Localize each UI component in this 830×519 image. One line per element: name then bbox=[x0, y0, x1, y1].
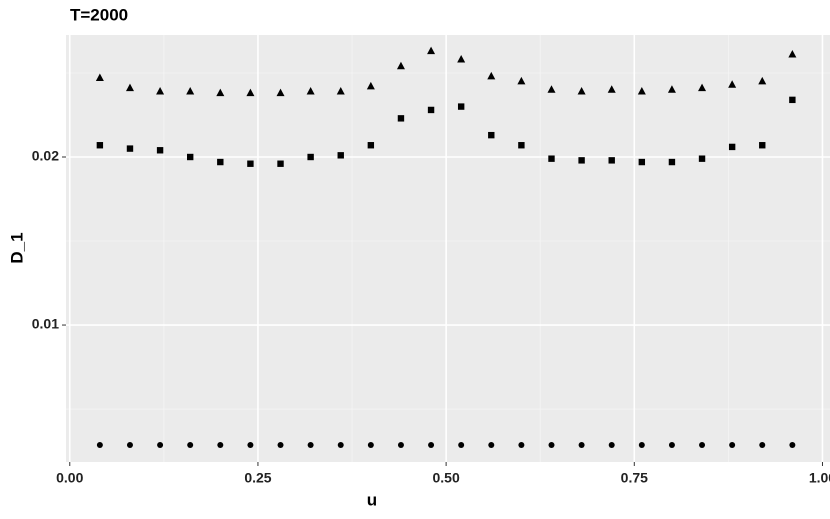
x-tick-label: 0.00 bbox=[56, 470, 83, 486]
square-point bbox=[548, 155, 555, 162]
triangle-point bbox=[607, 85, 616, 93]
circle-point bbox=[126, 442, 133, 449]
circle-point bbox=[217, 442, 224, 449]
square-point bbox=[638, 158, 646, 166]
circle-point bbox=[729, 442, 736, 449]
square-point bbox=[668, 158, 676, 166]
circle-point bbox=[608, 442, 615, 449]
circle-point bbox=[518, 442, 525, 449]
triangle-point bbox=[427, 46, 436, 55]
circle-point bbox=[488, 442, 495, 449]
square-point bbox=[488, 131, 495, 139]
square-point bbox=[608, 157, 615, 164]
triangle-point bbox=[276, 88, 285, 97]
square-point bbox=[307, 153, 314, 161]
circle-point bbox=[277, 442, 284, 449]
triangle-point bbox=[728, 80, 737, 88]
circle-point bbox=[337, 442, 344, 449]
square-point bbox=[728, 143, 736, 151]
triangle-point bbox=[547, 85, 556, 93]
square-point bbox=[578, 157, 585, 164]
triangle-point bbox=[788, 49, 797, 58]
triangle-point bbox=[366, 81, 375, 90]
circle-point bbox=[548, 442, 555, 449]
y-axis-label: D_1 bbox=[7, 232, 26, 263]
circle-point bbox=[428, 442, 435, 449]
circle-point bbox=[699, 442, 706, 449]
circle-point bbox=[759, 442, 766, 449]
x-tick-label: 1.00 bbox=[809, 470, 830, 486]
circle-point bbox=[157, 442, 164, 449]
triangle-point bbox=[95, 73, 104, 82]
square-point bbox=[126, 145, 134, 152]
circle-point bbox=[307, 442, 314, 449]
circle-point bbox=[789, 442, 796, 449]
square-point bbox=[518, 142, 525, 149]
circle-point bbox=[96, 442, 103, 449]
triangle-point bbox=[156, 86, 165, 95]
triangle-point bbox=[336, 86, 345, 95]
y-tick-label: 0.01 bbox=[32, 316, 59, 332]
triangle-point bbox=[216, 88, 225, 97]
triangle-point bbox=[186, 86, 195, 95]
circle-point bbox=[638, 442, 645, 449]
square-point bbox=[759, 142, 766, 149]
circle-point bbox=[578, 442, 585, 449]
triangle-point bbox=[246, 88, 255, 97]
square-point bbox=[789, 96, 796, 104]
square-point bbox=[457, 103, 465, 110]
circle-point bbox=[397, 442, 404, 449]
square-point bbox=[247, 160, 254, 167]
circle-point bbox=[367, 442, 374, 449]
y-tick-label: 0.02 bbox=[32, 148, 59, 164]
triangle-point bbox=[396, 61, 405, 70]
square-point bbox=[397, 115, 405, 122]
circle-point bbox=[247, 442, 254, 449]
circle-point bbox=[187, 442, 194, 449]
square-point bbox=[156, 147, 164, 154]
panel bbox=[66, 35, 830, 462]
square-point bbox=[367, 142, 375, 149]
square-point bbox=[337, 152, 344, 159]
triangle-point bbox=[487, 71, 496, 80]
square-point bbox=[186, 153, 194, 161]
x-axis-label: u bbox=[367, 490, 377, 509]
x-tick-label: 0.25 bbox=[244, 470, 271, 486]
triangle-point bbox=[637, 86, 646, 95]
triangle-point bbox=[306, 86, 315, 95]
triangle-point bbox=[758, 76, 767, 85]
triangle-point bbox=[577, 86, 586, 95]
triangle-point bbox=[517, 76, 526, 85]
circle-point bbox=[458, 442, 465, 449]
square-point bbox=[96, 142, 104, 149]
square-point bbox=[427, 106, 435, 114]
square-point bbox=[277, 160, 284, 167]
square-point bbox=[698, 155, 706, 162]
triangle-point bbox=[457, 55, 466, 63]
triangle-point bbox=[698, 83, 707, 92]
triangle-point bbox=[125, 83, 134, 92]
square-point bbox=[217, 158, 224, 166]
x-tick-label: 0.75 bbox=[621, 470, 648, 486]
triangle-point bbox=[667, 85, 676, 93]
chart-title: T=2000 bbox=[70, 5, 128, 24]
circle-point bbox=[668, 442, 675, 449]
x-tick-label: 0.50 bbox=[432, 470, 459, 486]
